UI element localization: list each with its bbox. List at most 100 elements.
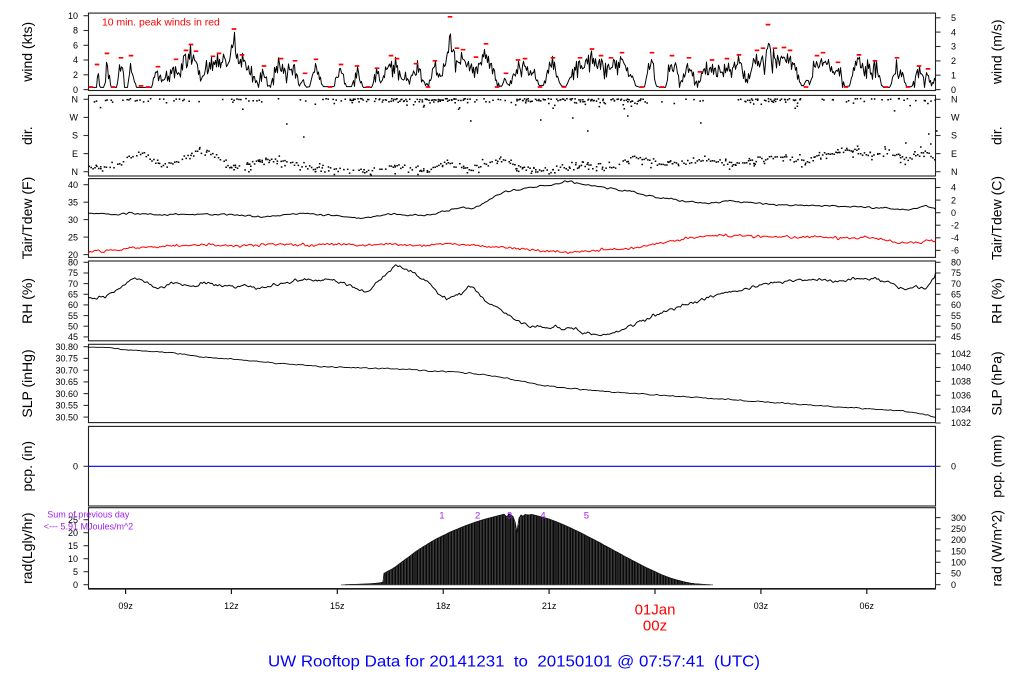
svg-text:rad(Lgly/hr): rad(Lgly/hr) [19, 512, 35, 584]
svg-text:0: 0 [951, 85, 956, 95]
svg-text:0: 0 [951, 580, 956, 590]
svg-text:45: 45 [951, 332, 961, 342]
svg-text:W: W [70, 113, 79, 123]
svg-text:0: 0 [73, 580, 78, 590]
svg-text:-6: -6 [951, 246, 959, 256]
svg-text:6: 6 [73, 41, 78, 51]
svg-text:06z: 06z [860, 601, 875, 611]
svg-text:N: N [951, 95, 958, 105]
svg-text:Sum of previous day: Sum of previous day [47, 510, 130, 520]
svg-text:15: 15 [68, 541, 78, 551]
svg-text:01Jan: 01Jan [635, 602, 676, 619]
svg-text:12z: 12z [224, 601, 239, 611]
svg-text:5: 5 [73, 567, 78, 577]
svg-text:70: 70 [68, 279, 78, 289]
svg-text:100: 100 [951, 558, 966, 568]
svg-text:SLP (hPa): SLP (hPa) [989, 351, 1005, 415]
svg-text:150: 150 [951, 546, 966, 556]
svg-text:10: 10 [68, 554, 78, 564]
svg-text:S: S [951, 131, 957, 141]
svg-text:1038: 1038 [951, 377, 971, 387]
svg-text:10 min. peak winds in red: 10 min. peak winds in red [102, 18, 220, 29]
svg-text:UW Rooftop Data for 20141231: UW Rooftop Data for 20141231 to 20150101… [268, 654, 760, 671]
svg-text:1040: 1040 [951, 363, 971, 373]
svg-text:15z: 15z [330, 601, 345, 611]
svg-text:55: 55 [68, 311, 78, 321]
svg-text:30.80: 30.80 [55, 342, 78, 352]
svg-text:1032: 1032 [951, 418, 971, 428]
svg-text:<--- 5.91 MJoules/m^2: <--- 5.91 MJoules/m^2 [44, 521, 134, 531]
svg-text:75: 75 [68, 268, 78, 278]
svg-text:pcp. (mm): pcp. (mm) [989, 435, 1005, 498]
svg-text:20: 20 [68, 528, 78, 538]
svg-text:-2: -2 [951, 220, 959, 230]
svg-text:1034: 1034 [951, 404, 971, 414]
svg-text:SLP (inHg): SLP (inHg) [19, 349, 35, 417]
svg-text:N: N [72, 95, 79, 105]
svg-text:30.70: 30.70 [55, 365, 78, 375]
svg-text:4: 4 [540, 510, 545, 521]
svg-text:rad (W/m^2): rad (W/m^2) [989, 510, 1005, 587]
svg-text:2: 2 [951, 56, 956, 66]
svg-text:65: 65 [68, 290, 78, 300]
svg-text:80: 80 [951, 258, 961, 268]
svg-text:4: 4 [73, 55, 78, 65]
svg-text:30.50: 30.50 [55, 412, 78, 422]
svg-text:200: 200 [951, 535, 966, 545]
svg-text:E: E [72, 149, 78, 159]
svg-text:0: 0 [73, 85, 78, 95]
svg-text:40: 40 [68, 180, 78, 190]
svg-text:30.60: 30.60 [55, 389, 78, 399]
svg-text:RH (%): RH (%) [989, 278, 1005, 324]
svg-text:21z: 21z [542, 601, 557, 611]
svg-text:1042: 1042 [951, 349, 971, 359]
svg-text:30.75: 30.75 [55, 354, 78, 364]
svg-text:60: 60 [951, 300, 961, 310]
svg-text:18z: 18z [436, 601, 451, 611]
svg-text:RH (%): RH (%) [19, 278, 35, 324]
svg-text:250: 250 [951, 524, 966, 534]
svg-text:80: 80 [68, 258, 78, 268]
svg-text:03z: 03z [754, 601, 769, 611]
svg-text:3: 3 [951, 42, 956, 52]
svg-text:65: 65 [951, 290, 961, 300]
svg-text:10: 10 [68, 11, 78, 21]
svg-text:1036: 1036 [951, 391, 971, 401]
svg-text:dir.: dir. [989, 126, 1005, 145]
svg-text:-4: -4 [951, 233, 959, 243]
svg-text:70: 70 [951, 279, 961, 289]
svg-text:5: 5 [584, 510, 589, 521]
svg-text:1: 1 [439, 510, 444, 521]
svg-text:2: 2 [475, 510, 480, 521]
svg-text:wind (m/s): wind (m/s) [989, 20, 1005, 86]
svg-text:2: 2 [73, 70, 78, 80]
svg-text:25: 25 [68, 515, 78, 525]
svg-text:dir.: dir. [19, 126, 35, 145]
svg-text:2: 2 [951, 195, 956, 205]
svg-text:wind (kts): wind (kts) [19, 22, 35, 83]
svg-text:1: 1 [951, 70, 956, 80]
svg-text:55: 55 [951, 311, 961, 321]
svg-text:5: 5 [951, 13, 956, 23]
svg-text:50: 50 [951, 321, 961, 331]
svg-text:Tair/Tdew (C): Tair/Tdew (C) [989, 176, 1005, 260]
svg-text:09z: 09z [118, 601, 133, 611]
svg-text:4: 4 [951, 183, 956, 193]
svg-text:0: 0 [951, 208, 956, 218]
svg-text:45: 45 [68, 332, 78, 342]
svg-text:50: 50 [951, 569, 961, 579]
svg-text:20: 20 [68, 250, 78, 260]
svg-text:E: E [951, 149, 957, 159]
svg-text:pcp. (in): pcp. (in) [19, 441, 35, 492]
svg-text:30: 30 [68, 215, 78, 225]
svg-text:0: 0 [73, 462, 78, 472]
svg-text:S: S [72, 131, 78, 141]
svg-text:60: 60 [68, 300, 78, 310]
svg-text:Tair/Tdew (F): Tair/Tdew (F) [19, 177, 35, 259]
svg-text:35: 35 [68, 197, 78, 207]
svg-text:30.65: 30.65 [55, 377, 78, 387]
svg-text:N: N [951, 167, 958, 177]
svg-text:00z: 00z [643, 618, 667, 635]
svg-text:4: 4 [951, 27, 956, 37]
svg-text:8: 8 [73, 26, 78, 36]
